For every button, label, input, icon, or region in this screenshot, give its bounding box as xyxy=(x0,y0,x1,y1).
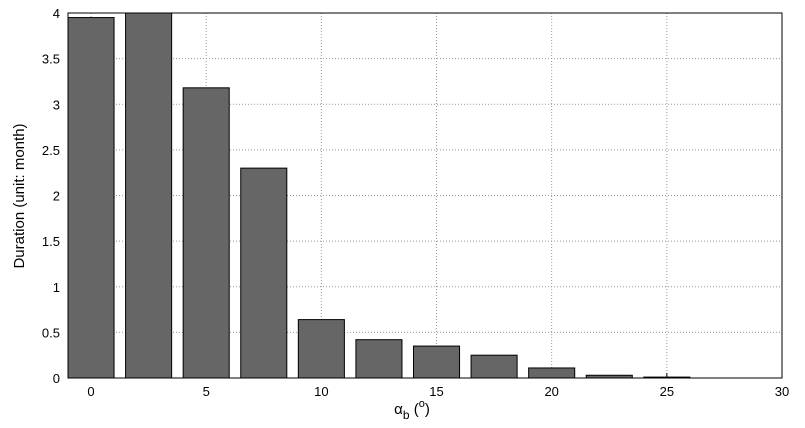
bar xyxy=(355,339,403,379)
bar xyxy=(240,167,288,379)
y-tick-label: 1 xyxy=(53,280,60,295)
bar xyxy=(412,345,461,379)
y-tick-label: 4 xyxy=(53,6,60,21)
y-tick-label: 0 xyxy=(53,371,60,386)
bar xyxy=(470,354,518,379)
y-tick-label: 3.5 xyxy=(42,52,60,67)
x-tick-label: 30 xyxy=(775,384,789,399)
y-tick-label: 0.5 xyxy=(42,325,60,340)
x-tick-label: 20 xyxy=(544,384,558,399)
x-tick-label: 25 xyxy=(660,384,674,399)
bar xyxy=(297,319,345,379)
x-axis-label: αb (o) xyxy=(394,398,430,422)
bar xyxy=(67,17,115,379)
y-tick-label: 3 xyxy=(53,97,60,112)
y-tick-label: 2 xyxy=(53,189,60,204)
x-tick-label: 15 xyxy=(429,384,443,399)
y-axis-label: Duration (unit: month) xyxy=(11,123,28,268)
x-tick-label: 0 xyxy=(87,384,94,399)
bar xyxy=(182,87,230,379)
x-tick-label: 10 xyxy=(314,384,328,399)
x-tick-label: 5 xyxy=(203,384,210,399)
plot-frame xyxy=(67,12,783,379)
y-tick-label: 2.5 xyxy=(42,143,60,158)
bar xyxy=(528,367,576,379)
bar xyxy=(125,12,173,379)
y-tick-label: 1.5 xyxy=(42,234,60,249)
